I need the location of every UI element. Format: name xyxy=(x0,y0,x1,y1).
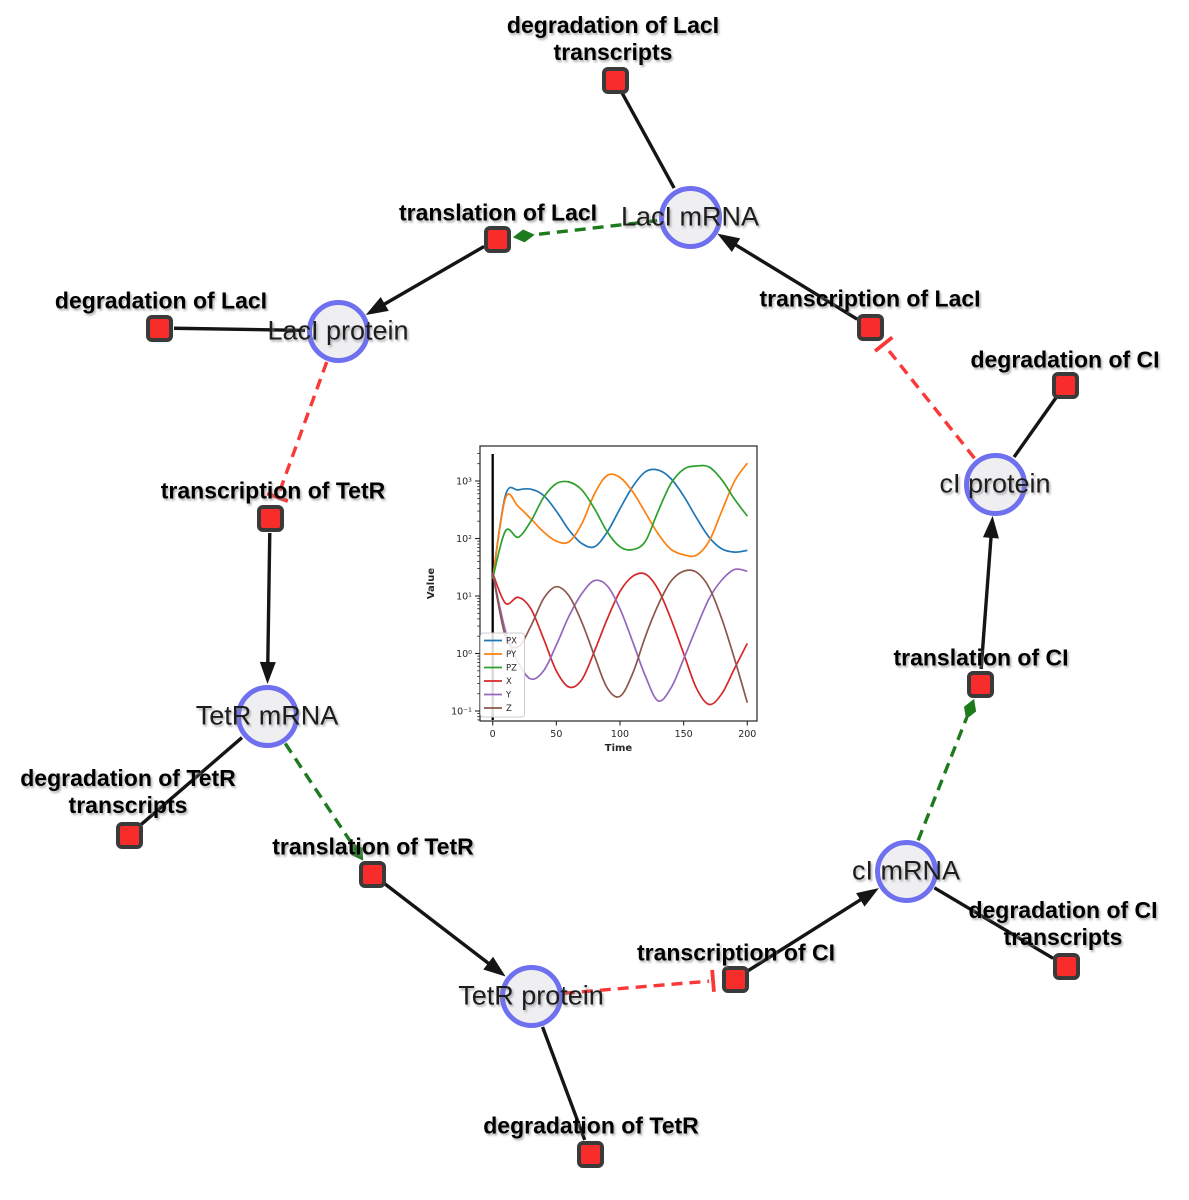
reaction-node-degradation-of-cI-transcripts[interactable] xyxy=(1052,952,1080,980)
reaction-node-translation-of-lacI[interactable] xyxy=(483,225,511,253)
species-node-cI-mRNA[interactable] xyxy=(874,839,938,903)
edge-lacI-protein-to-degradation-of-lacI xyxy=(173,326,306,333)
svg-text:100: 100 xyxy=(611,729,629,740)
svg-text:0: 0 xyxy=(490,729,496,740)
reaction-node-degradation-of-lacI[interactable] xyxy=(145,314,173,342)
svg-text:10⁻¹: 10⁻¹ xyxy=(451,707,472,718)
svg-text:150: 150 xyxy=(675,729,693,740)
reaction-node-translation-of-tetR[interactable] xyxy=(358,860,386,888)
svg-text:X: X xyxy=(506,677,512,687)
edge-translation-of-tetR-to-tetR-protein xyxy=(382,881,506,977)
edge-lacI-mRNA-to-translation-of-lacI xyxy=(512,219,658,243)
svg-text:10¹: 10¹ xyxy=(456,592,472,603)
species-node-cI-protein[interactable] xyxy=(963,452,1027,516)
species-node-tetR-protein[interactable] xyxy=(499,964,563,1028)
svg-text:50: 50 xyxy=(550,729,562,740)
reaction-node-degradation-of-tetR-transcripts[interactable] xyxy=(115,821,143,849)
series-Y xyxy=(491,568,748,703)
svg-text:Value: Value xyxy=(426,568,437,599)
edge-tetR-mRNA-to-degradation-of-tetR-transcripts xyxy=(139,736,244,827)
svg-text:PZ: PZ xyxy=(506,664,517,674)
edge-transcription-of-cI-to-cI-mRNA xyxy=(746,888,879,973)
series-PZ xyxy=(491,464,748,579)
svg-text:Y: Y xyxy=(505,691,512,701)
svg-text:10²: 10² xyxy=(456,534,472,545)
species-node-tetR-mRNA[interactable] xyxy=(235,684,299,748)
edge-cI-mRNA-to-degradation-of-cI-transcripts xyxy=(933,886,1054,960)
species-node-lacI-mRNA[interactable] xyxy=(658,185,722,249)
edge-lacI-mRNA-to-degradation-of-lacI-transcripts xyxy=(620,92,676,189)
series-PX xyxy=(491,468,748,579)
reaction-node-degradation-of-cI[interactable] xyxy=(1051,371,1079,399)
reaction-node-transcription-of-lacI[interactable] xyxy=(856,313,884,341)
edge-tetR-protein-to-degradation-of-tetR xyxy=(540,1026,587,1141)
chart-legend: PX PY PZ XYZ xyxy=(480,632,525,718)
svg-text:Z: Z xyxy=(506,704,512,714)
species-node-lacI-protein[interactable] xyxy=(306,299,370,363)
reaction-node-transcription-of-cI[interactable] xyxy=(721,965,749,993)
reaction-node-degradation-of-tetR[interactable] xyxy=(576,1140,604,1168)
svg-text:PX: PX xyxy=(506,637,517,647)
edge-translation-of-lacI-to-lacI-protein xyxy=(365,245,485,315)
edge-cI-mRNA-to-translation-of-cI xyxy=(916,698,977,841)
edge-tetR-mRNA-to-translation-of-tetR xyxy=(283,742,364,861)
reaction-node-degradation-of-lacI-transcripts[interactable] xyxy=(601,66,629,94)
svg-text:200: 200 xyxy=(738,729,756,740)
edge-lacI-protein-to-transcription-of-tetR xyxy=(266,361,329,503)
svg-text:Time: Time xyxy=(605,743,633,754)
edge-translation-of-cI-to-cI-protein xyxy=(979,515,999,670)
edge-cI-protein-to-degradation-of-cI xyxy=(1012,396,1058,459)
reaction-node-translation-of-cI[interactable] xyxy=(966,670,994,698)
svg-text:10⁰: 10⁰ xyxy=(456,649,472,660)
svg-text:10³: 10³ xyxy=(456,477,472,488)
reaction-node-transcription-of-tetR[interactable] xyxy=(256,504,284,532)
svg-text:PY: PY xyxy=(506,650,517,660)
edge-transcription-of-tetR-to-tetR-mRNA xyxy=(259,532,276,685)
edge-cI-protein-to-transcription-of-lacI xyxy=(873,335,976,460)
series-Z xyxy=(491,569,749,703)
edge-transcription-of-lacI-to-lacI-mRNA xyxy=(717,233,859,321)
inset-chart: 0 50 100 150 20010⁻¹10⁰10¹10²10³TimeValuePXP… xyxy=(425,430,777,766)
edge-tetR-protein-to-transcription-of-cI xyxy=(563,969,716,995)
